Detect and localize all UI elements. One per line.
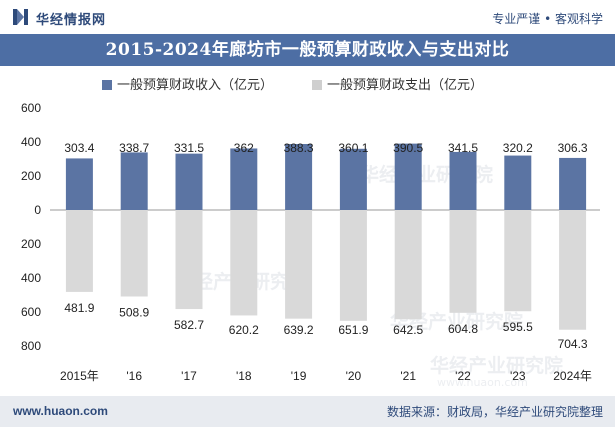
- y-tick-label: 200: [21, 169, 41, 183]
- expenditure-value-label: 704.3: [558, 337, 588, 351]
- footer-bar: www.huaon.com 数据来源：财政局，华经产业研究院整理: [0, 396, 615, 427]
- y-tick-label: 0: [34, 203, 41, 217]
- chart-title: 2015-2024年廊坊市一般预算财政收入与支出对比: [105, 40, 510, 60]
- income-value-label: 390.5: [393, 141, 423, 155]
- income-bar: [175, 153, 203, 210]
- income-value-label: 360.1: [338, 141, 368, 155]
- income-bar: [230, 148, 258, 210]
- watermark-text: 华经产业研究院: [390, 310, 523, 333]
- x-tick-label: 2015年: [60, 369, 99, 383]
- income-value-label: 388.3: [284, 141, 314, 155]
- y-tick-label: 400: [21, 271, 41, 285]
- expenditure-bar: [120, 210, 148, 297]
- expenditure-value-label: 582.7: [174, 318, 204, 332]
- expenditure-value-label: 651.9: [338, 323, 368, 337]
- website-url: www.huaon.com: [13, 404, 108, 418]
- bars: [65, 143, 587, 330]
- watermark-text: 华经产业研究院: [430, 354, 563, 377]
- y-tick-label: 600: [21, 305, 41, 319]
- x-tick-label: '19: [291, 369, 307, 383]
- expenditure-value-label: 595.5: [503, 320, 533, 334]
- income-value-label: 341.5: [448, 141, 478, 155]
- expenditure-bar: [65, 210, 93, 292]
- expenditure-bar: [394, 210, 422, 320]
- x-axis: 2015年 '16 '17 '18 '19 '20 '21 '22 '23 2024年: [60, 369, 592, 383]
- income-bar: [449, 151, 477, 210]
- x-tick-label: '17: [181, 369, 197, 383]
- income-bar: [120, 152, 148, 210]
- income-bar: [339, 148, 367, 210]
- y-tick-label: 600: [21, 101, 41, 115]
- income-value-label: 331.5: [174, 141, 204, 155]
- income-value-label: 306.3: [558, 141, 588, 155]
- x-tick-label: '20: [346, 369, 362, 383]
- expenditure-bar: [285, 210, 313, 319]
- expenditure-bar: [449, 210, 477, 313]
- income-value-label: 338.7: [119, 141, 149, 155]
- data-labels: 303.4 481.9 338.7 508.9 331.5 582.7 362 620.2 38…: [64, 141, 588, 351]
- top-bar: 华经情报网 专业严谨 • 客观科学: [0, 0, 615, 34]
- expenditure-bar: [230, 210, 258, 316]
- income-value-label: 303.4: [64, 141, 94, 155]
- expenditure-bar: [504, 210, 532, 312]
- chart-legend: 一般预算财政收入（亿元） 一般预算财政支出（亿元）: [102, 77, 483, 93]
- x-tick-label: '21: [400, 369, 416, 383]
- legend-label-expenditure: 一般预算财政支出（亿元）: [327, 77, 483, 93]
- income-bar: [559, 157, 587, 210]
- watermark-layer: 华经产业研究院华经产业研究院华经产业研究院华经产业研究院www.huaon.co…: [175, 163, 563, 389]
- expenditure-value-label: 508.9: [119, 306, 149, 320]
- x-tick-label: 2024年: [553, 369, 592, 383]
- x-tick-label: '22: [455, 369, 471, 383]
- bar-chart: 华经产业研究院华经产业研究院华经产业研究院华经产业研究院www.huaon.co…: [21, 77, 600, 389]
- expenditure-bar: [559, 210, 587, 330]
- legend-swatch-income: [102, 80, 112, 90]
- title-bar: 2015-2024年廊坊市一般预算财政收入与支出对比: [0, 34, 615, 66]
- expenditure-bar: [175, 210, 203, 310]
- y-tick-label: 400: [21, 135, 41, 149]
- income-bar: [394, 143, 422, 210]
- income-value-label: 320.2: [503, 141, 533, 155]
- income-bar: [285, 143, 313, 210]
- brand-name: 华经情报网: [36, 13, 107, 28]
- huajing-logo-icon: [13, 9, 28, 25]
- watermark-url: www.huaon.com: [437, 376, 528, 389]
- expenditure-value-label: 642.5: [393, 323, 423, 337]
- income-value-label: 362: [234, 141, 254, 155]
- expenditure-bar: [339, 210, 367, 321]
- x-tick-label: '23: [510, 369, 526, 383]
- expenditure-value-label: 604.8: [448, 322, 478, 336]
- expenditure-value-label: 639.2: [284, 323, 314, 337]
- y-tick-label: 200: [21, 237, 41, 251]
- income-bar: [65, 158, 93, 210]
- x-tick-label: '18: [236, 369, 252, 383]
- expenditure-value-label: 620.2: [229, 323, 259, 337]
- legend-label-income: 一般预算财政收入（亿元）: [117, 77, 273, 93]
- tagline: 专业严谨 • 客观科学: [492, 12, 603, 26]
- expenditure-value-label: 481.9: [64, 301, 94, 315]
- x-tick-label: '16: [126, 369, 142, 383]
- legend-swatch-expenditure: [312, 80, 322, 90]
- y-tick-label: 800: [21, 339, 41, 353]
- income-bar: [504, 155, 532, 210]
- data-source: 数据来源：财政局，华经产业研究院整理: [386, 405, 603, 419]
